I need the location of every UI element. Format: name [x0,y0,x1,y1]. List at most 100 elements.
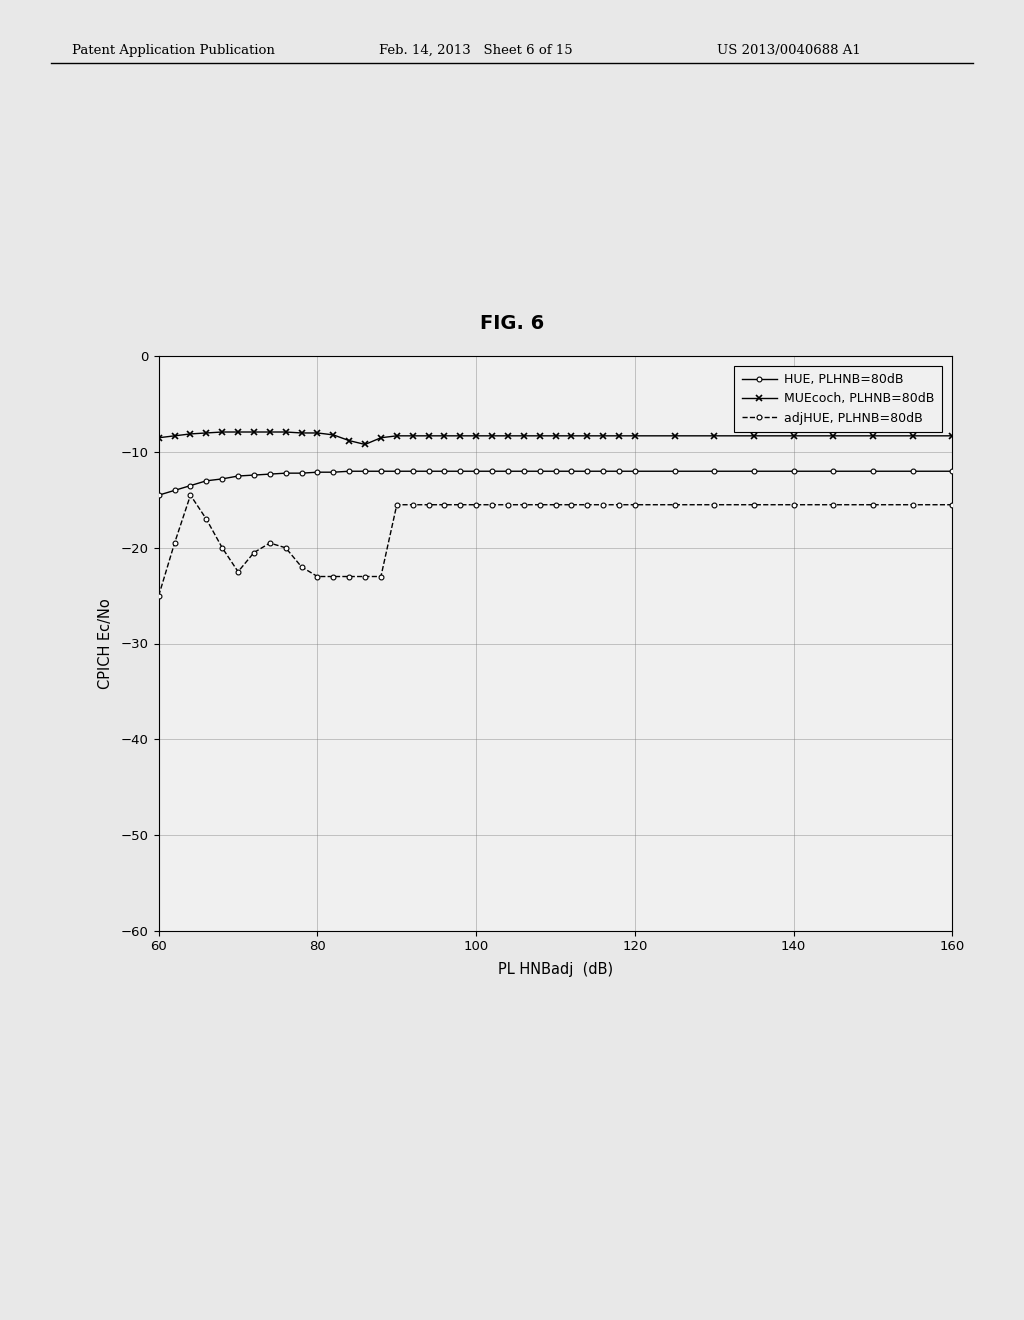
adjHUE, PLHNB=80dB [375,569,387,585]
Line: adjHUE, PLHNB=80dB: adjHUE, PLHNB=80dB [157,492,954,598]
MUEcoch, PLHNB=80dB [184,426,197,442]
MUEcoch, PLHNB=80dB [375,430,387,446]
HUE, PLHNB=80dB [296,465,308,480]
MUEcoch, PLHNB=80dB [391,428,403,444]
HUE, PLHNB=80dB [502,463,514,479]
MUEcoch, PLHNB=80dB [827,428,840,444]
MUEcoch, PLHNB=80dB [486,428,499,444]
MUEcoch, PLHNB=80dB [248,424,260,440]
HUE, PLHNB=80dB [280,465,292,480]
adjHUE, PLHNB=80dB [343,569,355,585]
MUEcoch, PLHNB=80dB [709,428,721,444]
HUE, PLHNB=80dB [518,463,530,479]
MUEcoch, PLHNB=80dB [613,428,626,444]
HUE, PLHNB=80dB [455,463,467,479]
HUE, PLHNB=80dB [264,466,276,482]
adjHUE, PLHNB=80dB [280,540,292,556]
MUEcoch, PLHNB=80dB [201,425,213,441]
HUE, PLHNB=80dB [311,465,324,480]
MUEcoch, PLHNB=80dB [328,426,340,442]
HUE, PLHNB=80dB [629,463,641,479]
adjHUE, PLHNB=80dB [946,496,958,512]
adjHUE, PLHNB=80dB [582,496,594,512]
HUE, PLHNB=80dB [906,463,919,479]
MUEcoch, PLHNB=80dB [407,428,419,444]
HUE, PLHNB=80dB [438,463,451,479]
HUE, PLHNB=80dB [328,465,340,480]
MUEcoch, PLHNB=80dB [169,428,181,444]
HUE, PLHNB=80dB [423,463,435,479]
MUEcoch, PLHNB=80dB [867,428,880,444]
adjHUE, PLHNB=80dB [153,587,165,603]
adjHUE, PLHNB=80dB [248,545,260,561]
HUE, PLHNB=80dB [748,463,760,479]
Text: FIG. 6: FIG. 6 [480,314,544,333]
HUE, PLHNB=80dB [597,463,609,479]
MUEcoch, PLHNB=80dB [787,428,800,444]
adjHUE, PLHNB=80dB [264,535,276,550]
HUE, PLHNB=80dB [613,463,626,479]
MUEcoch, PLHNB=80dB [470,428,482,444]
adjHUE, PLHNB=80dB [827,496,840,512]
MUEcoch, PLHNB=80dB [296,425,308,441]
adjHUE, PLHNB=80dB [486,496,499,512]
Text: US 2013/0040688 A1: US 2013/0040688 A1 [717,44,860,57]
HUE, PLHNB=80dB [359,463,372,479]
adjHUE, PLHNB=80dB [748,496,760,512]
HUE, PLHNB=80dB [375,463,387,479]
HUE, PLHNB=80dB [184,478,197,494]
MUEcoch, PLHNB=80dB [343,433,355,449]
adjHUE, PLHNB=80dB [216,540,228,556]
MUEcoch, PLHNB=80dB [280,424,292,440]
HUE, PLHNB=80dB [582,463,594,479]
HUE, PLHNB=80dB [486,463,499,479]
MUEcoch, PLHNB=80dB [669,428,681,444]
MUEcoch, PLHNB=80dB [359,437,372,453]
Line: MUEcoch, PLHNB=80dB: MUEcoch, PLHNB=80dB [156,429,955,447]
adjHUE, PLHNB=80dB [328,569,340,585]
MUEcoch, PLHNB=80dB [518,428,530,444]
MUEcoch, PLHNB=80dB [438,428,451,444]
MUEcoch, PLHNB=80dB [748,428,760,444]
adjHUE, PLHNB=80dB [296,560,308,576]
HUE, PLHNB=80dB [216,471,228,487]
adjHUE, PLHNB=80dB [169,535,181,550]
HUE, PLHNB=80dB [534,463,546,479]
adjHUE, PLHNB=80dB [359,569,372,585]
adjHUE, PLHNB=80dB [470,496,482,512]
adjHUE, PLHNB=80dB [232,564,245,579]
HUE, PLHNB=80dB [153,487,165,503]
HUE, PLHNB=80dB [946,463,958,479]
MUEcoch, PLHNB=80dB [502,428,514,444]
HUE, PLHNB=80dB [232,469,245,484]
adjHUE, PLHNB=80dB [391,496,403,512]
Y-axis label: CPICH Ec/No: CPICH Ec/No [97,598,113,689]
HUE, PLHNB=80dB [669,463,681,479]
HUE, PLHNB=80dB [391,463,403,479]
MUEcoch, PLHNB=80dB [629,428,641,444]
MUEcoch, PLHNB=80dB [550,428,562,444]
HUE, PLHNB=80dB [565,463,578,479]
adjHUE, PLHNB=80dB [407,496,419,512]
adjHUE, PLHNB=80dB [518,496,530,512]
HUE, PLHNB=80dB [407,463,419,479]
MUEcoch, PLHNB=80dB [423,428,435,444]
MUEcoch, PLHNB=80dB [565,428,578,444]
adjHUE, PLHNB=80dB [311,569,324,585]
HUE, PLHNB=80dB [343,463,355,479]
Text: Feb. 14, 2013   Sheet 6 of 15: Feb. 14, 2013 Sheet 6 of 15 [379,44,572,57]
adjHUE, PLHNB=80dB [867,496,880,512]
HUE, PLHNB=80dB [248,467,260,483]
MUEcoch, PLHNB=80dB [534,428,546,444]
HUE, PLHNB=80dB [201,473,213,488]
adjHUE, PLHNB=80dB [184,487,197,503]
HUE, PLHNB=80dB [787,463,800,479]
Legend: HUE, PLHNB=80dB, MUEcoch, PLHNB=80dB, adjHUE, PLHNB=80dB: HUE, PLHNB=80dB, MUEcoch, PLHNB=80dB, ad… [734,366,942,432]
adjHUE, PLHNB=80dB [201,511,213,527]
MUEcoch, PLHNB=80dB [597,428,609,444]
MUEcoch, PLHNB=80dB [906,428,919,444]
adjHUE, PLHNB=80dB [906,496,919,512]
HUE, PLHNB=80dB [470,463,482,479]
HUE, PLHNB=80dB [169,483,181,499]
adjHUE, PLHNB=80dB [629,496,641,512]
